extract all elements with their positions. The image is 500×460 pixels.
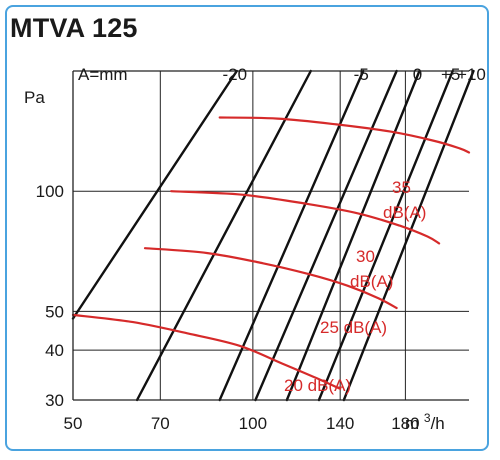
y-tick-label: 30 <box>45 391 64 410</box>
sound-label: 25 dB(A) <box>320 318 387 337</box>
x-tick-label: 140 <box>326 414 354 433</box>
damper-line <box>71 69 239 320</box>
damper-line <box>317 69 454 402</box>
sound-lines <box>71 116 471 390</box>
plot-frame <box>72 70 469 401</box>
sound-label: 20 dB(A) <box>284 376 351 395</box>
sound-label-unit: dB(A) <box>350 272 393 291</box>
chart-labels: 20 dB(A) 25 dB(A) 30 dB(A) 35 dB(A) 50 70 100 140… <box>24 65 486 433</box>
sound-curve <box>218 116 471 154</box>
damper-line <box>342 69 475 402</box>
damper-line <box>135 69 312 402</box>
y-tick-label: 40 <box>45 341 64 360</box>
x-tick-label: 50 <box>64 414 83 433</box>
damper-lines <box>71 69 475 402</box>
y-axis-label: Pa <box>24 88 45 107</box>
y-tick-label: 50 <box>45 302 64 321</box>
sound-label-unit: dB(A) <box>383 203 426 222</box>
damper-label: -5 <box>354 65 369 84</box>
sound-curve <box>71 313 342 390</box>
x-tick-label: 100 <box>239 414 267 433</box>
sound-curve <box>170 190 441 245</box>
x-tick-label: 70 <box>151 414 170 433</box>
damper-prefix-label: A=mm <box>78 65 128 84</box>
sound-label: 35 <box>392 178 411 197</box>
damper-line <box>254 69 398 402</box>
chart-title: MTVA 125 <box>10 13 138 43</box>
sound-label: 30 <box>356 247 375 266</box>
x-axis-label: m 3/h <box>405 411 445 433</box>
y-tick-label: 100 <box>36 182 64 201</box>
x-tick-label: 180 <box>391 414 419 433</box>
damper-label: +10 <box>457 65 486 84</box>
damper-label: -20 <box>223 65 248 84</box>
damper-line <box>285 69 421 402</box>
sound-curve <box>143 247 398 310</box>
damper-label: +5 <box>441 65 460 84</box>
damper-label: 0 <box>413 65 422 84</box>
